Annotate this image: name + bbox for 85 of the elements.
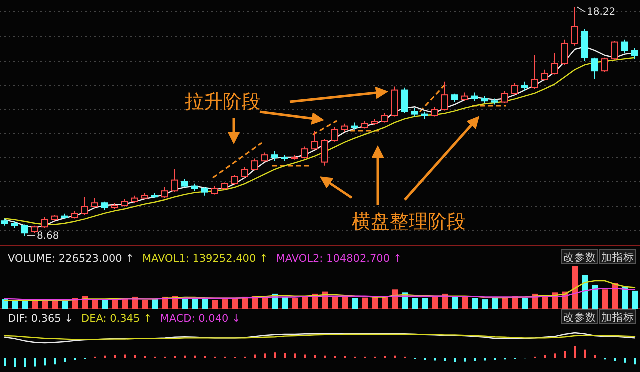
bar: [444, 358, 446, 362]
text: MAVOL2: 104802.700 ↑: [276, 253, 402, 265]
bar: [614, 358, 616, 362]
bar: [242, 296, 248, 309]
bar: [12, 301, 18, 309]
bar: [24, 358, 26, 368]
bar: [474, 358, 476, 362]
bar: [212, 300, 218, 309]
bar: [332, 296, 338, 309]
bar: [382, 296, 388, 309]
bar: [44, 358, 46, 366]
bar: [294, 354, 296, 358]
bar: [52, 300, 58, 309]
bar: [304, 354, 306, 358]
bar: [462, 296, 468, 309]
bar: [434, 358, 436, 361]
bar: [412, 298, 418, 309]
bar: [574, 346, 576, 358]
bar: [114, 355, 116, 358]
text: VOLUME: 226523.000 ↑: [8, 253, 134, 265]
bar: [4, 358, 6, 366]
bar: [222, 300, 228, 309]
bar: [32, 301, 38, 309]
bar: [624, 358, 626, 363]
button: 加指标: [600, 310, 636, 324]
bar: [292, 298, 298, 309]
bar: [482, 300, 488, 309]
button: 改参数: [562, 310, 598, 324]
bar: [192, 298, 198, 309]
bar: [34, 358, 36, 367]
button: 加指标: [600, 250, 636, 264]
button: 改参数: [562, 250, 598, 264]
bar: [232, 298, 238, 309]
bar: [492, 298, 498, 309]
bar: [64, 358, 66, 362]
bar: [454, 358, 456, 362]
bar: [554, 354, 556, 358]
bar: [564, 351, 566, 358]
text: MACD: 0.040 ↓: [160, 313, 241, 325]
bar: [2, 300, 8, 309]
bar: [22, 300, 28, 309]
bar: [602, 290, 608, 309]
bar: [634, 358, 636, 365]
bar: [362, 298, 368, 309]
bar: [442, 294, 448, 309]
bar: [632, 290, 638, 309]
bar: [14, 358, 16, 368]
series-label: DIF: 0.365 ↓: [8, 313, 74, 325]
bar: [62, 301, 68, 309]
bar: [432, 296, 438, 309]
bar: [522, 298, 528, 309]
text: MAVOL1: 139252.400 ↑: [142, 253, 268, 265]
bar: [274, 352, 276, 358]
bar: [282, 296, 288, 309]
bar: [572, 266, 578, 309]
bar: [102, 300, 108, 309]
bar: [544, 355, 546, 358]
bar: [254, 354, 256, 358]
bar: [54, 358, 56, 365]
bar: [622, 288, 628, 309]
bar: [112, 300, 118, 309]
bar: [472, 298, 478, 309]
annotation: 拉升阶段: [185, 91, 261, 113]
series-label: DEA: 0.345 ↑: [81, 313, 152, 325]
bar: [594, 355, 596, 358]
bar: [464, 358, 466, 362]
bar: [484, 358, 486, 361]
bar: [142, 300, 148, 309]
annotation: 18.22: [587, 7, 616, 18]
annotation: 横盘整理阶段: [352, 211, 466, 233]
bar: [584, 350, 586, 358]
bar: [264, 354, 266, 358]
bar: [392, 290, 398, 309]
bar: [592, 285, 598, 309]
bar: [284, 353, 286, 358]
bar: [152, 300, 158, 309]
bar: [342, 296, 348, 309]
bar: [352, 298, 358, 309]
bar: [422, 298, 428, 309]
bar: [134, 355, 136, 358]
bar: [582, 275, 588, 309]
bar: [314, 355, 316, 358]
bar: [124, 354, 126, 358]
annotation: 8.68: [37, 231, 60, 242]
bar: [202, 298, 208, 309]
